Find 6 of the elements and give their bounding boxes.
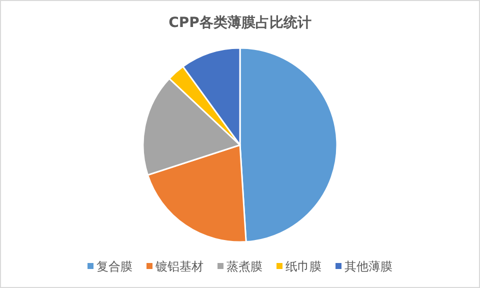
legend-label: 复合膜 [96, 259, 132, 274]
legend-label: 蒸煮膜 [226, 259, 262, 274]
legend-label: 其他薄膜 [344, 259, 392, 274]
chart-title: CPP各类薄膜占比统计 [168, 14, 312, 31]
legend-label: 纸巾膜 [286, 259, 322, 274]
legend-label: 镀铝基材 [154, 259, 204, 274]
